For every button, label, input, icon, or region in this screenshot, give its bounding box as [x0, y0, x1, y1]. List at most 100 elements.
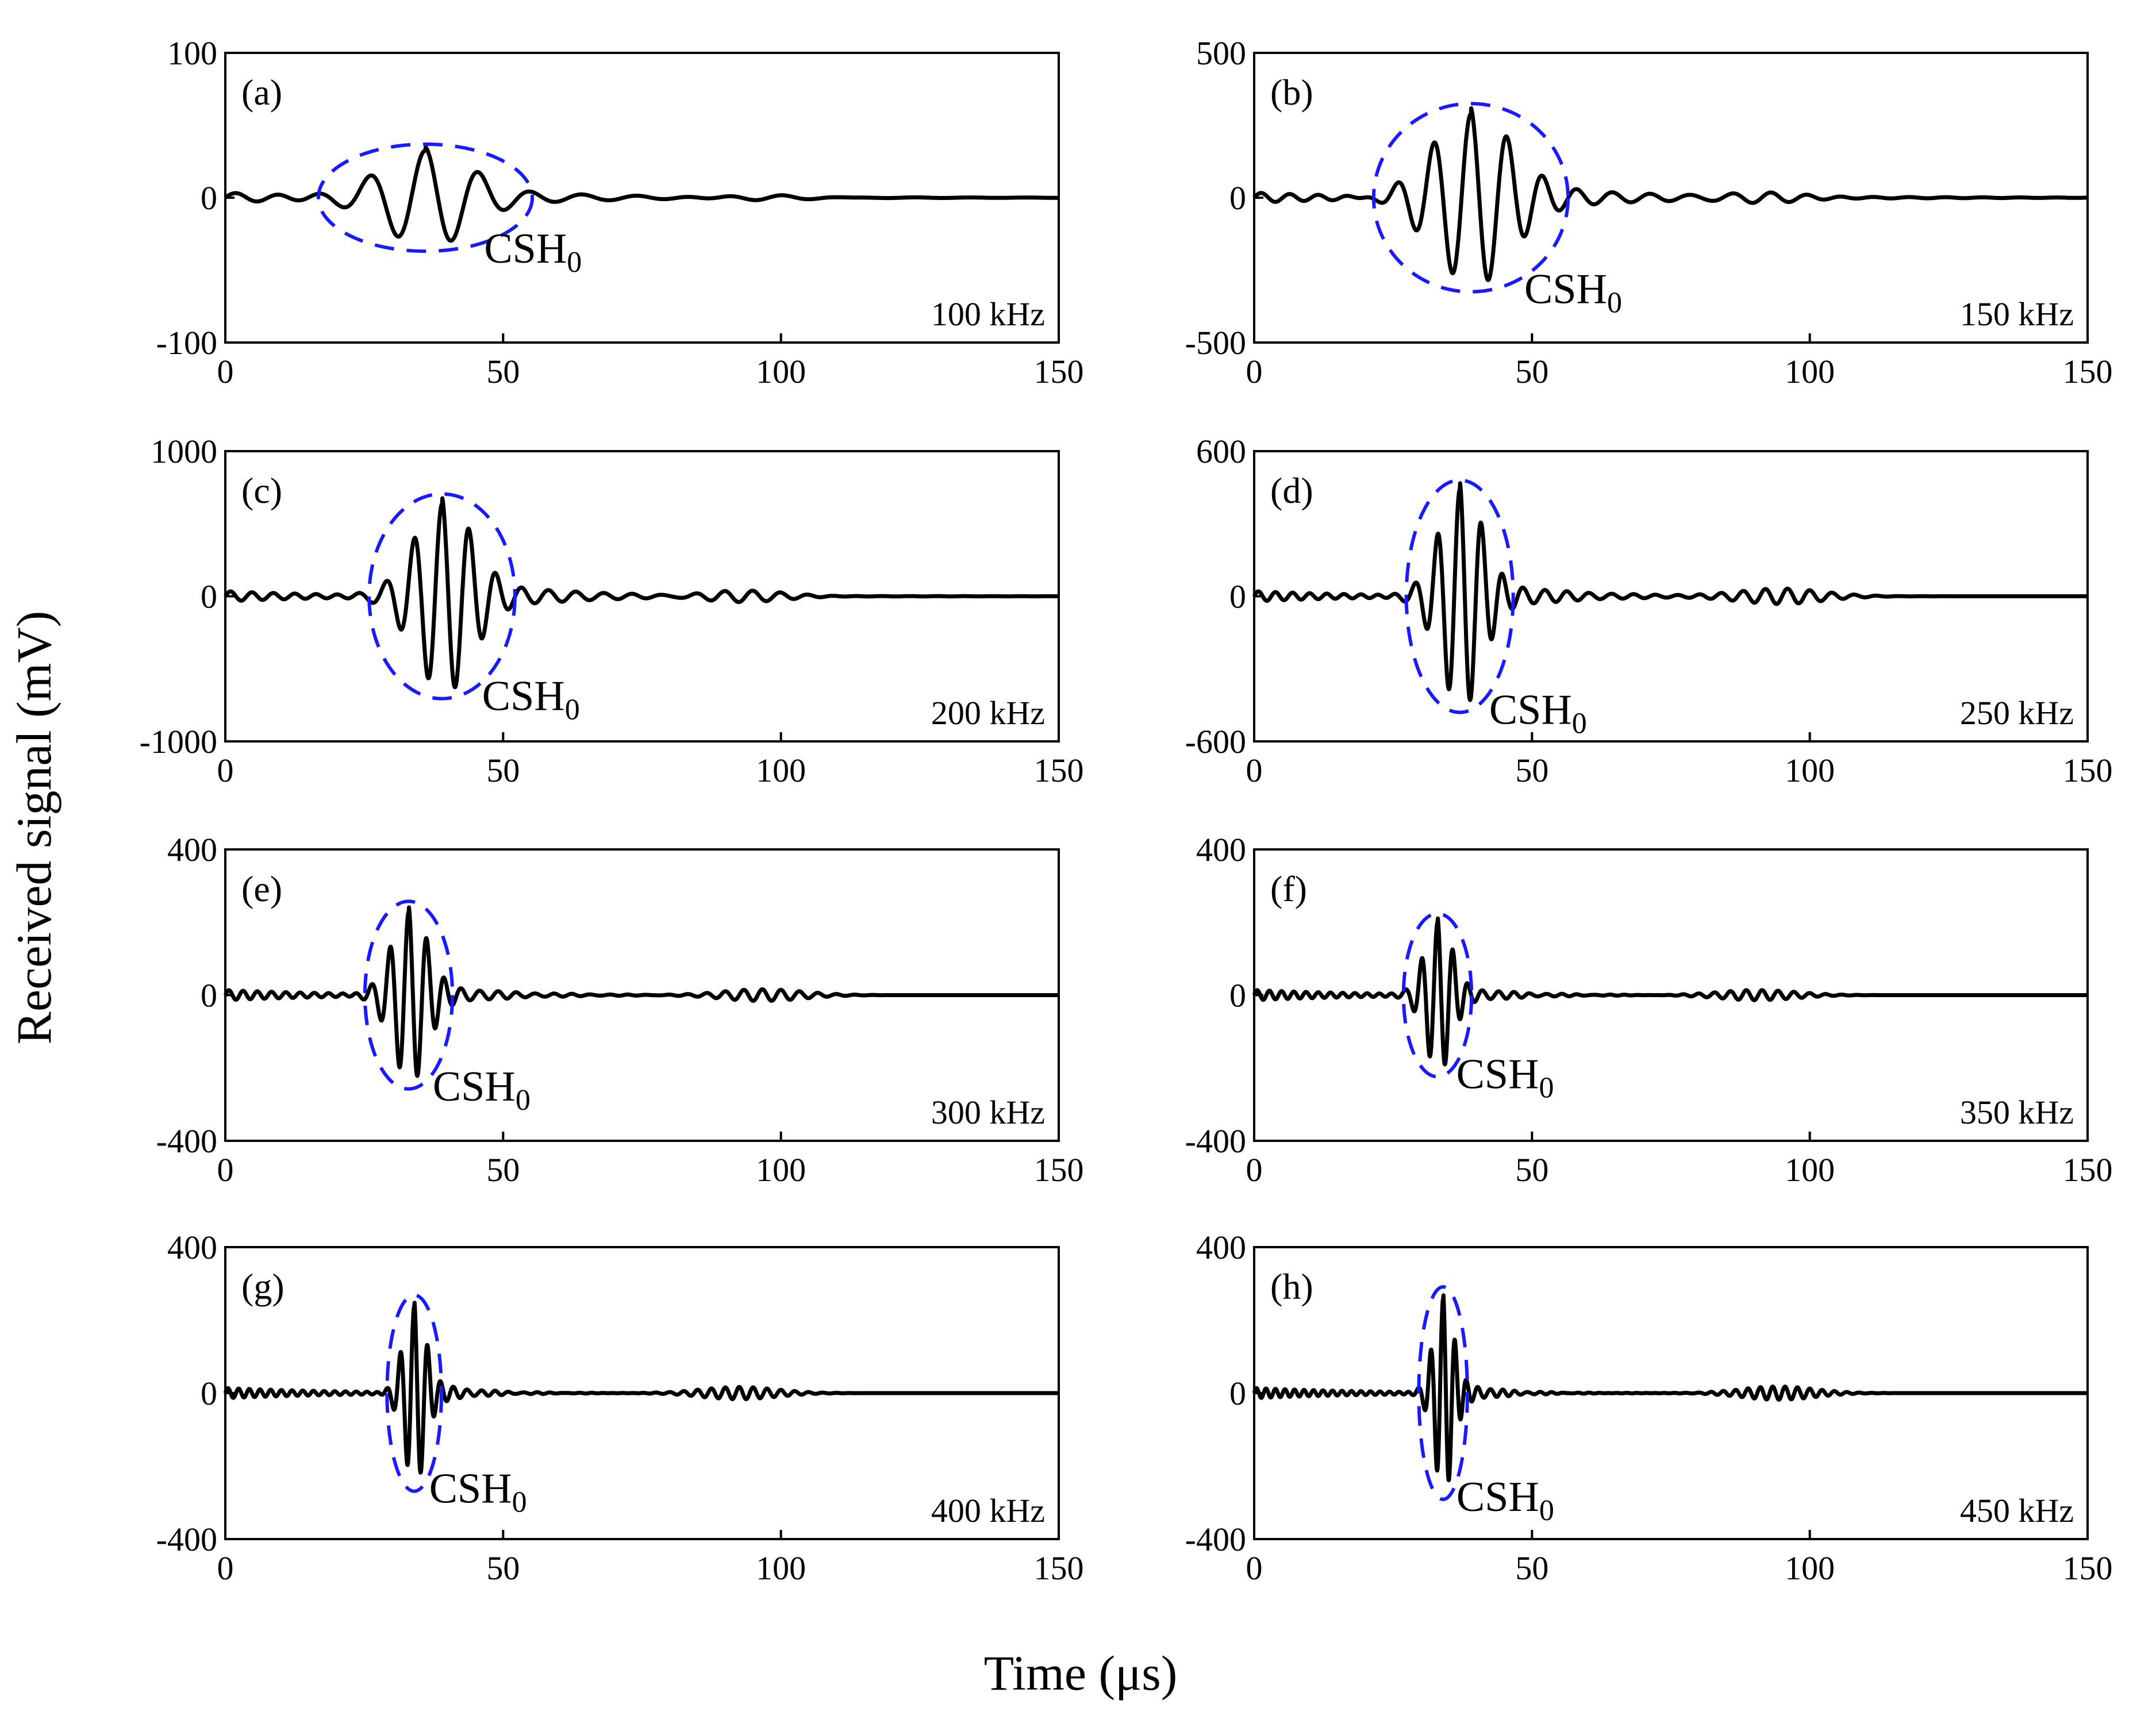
- x-tick-label: 150: [2063, 353, 2113, 390]
- x-tick-label: 50: [486, 1549, 520, 1587]
- mode-label: CSH0: [484, 225, 582, 279]
- frequency-label: 100 kHz: [931, 295, 1045, 333]
- mode-ellipse: [1417, 1285, 1469, 1501]
- y-tick-label: 0: [1229, 578, 1246, 616]
- signal-line: [224, 145, 1060, 243]
- mode-ellipse: [1371, 102, 1570, 294]
- y-tick-label: 0: [1229, 977, 1246, 1014]
- x-tick-label: 50: [1515, 1549, 1548, 1587]
- mode-label: CSH0: [1489, 687, 1587, 740]
- x-tick-label: 0: [1246, 752, 1263, 789]
- frequency-label: 300 kHz: [931, 1094, 1045, 1131]
- y-tick-label: 0: [1229, 1375, 1246, 1412]
- frequency-label: 200 kHz: [931, 694, 1045, 732]
- x-tick-label: 50: [486, 1151, 520, 1189]
- x-tick-label: 150: [2063, 1549, 2113, 1587]
- y-tick-label: -500: [1185, 324, 1246, 361]
- panel-tag: (h): [1270, 1266, 1313, 1307]
- y-tick-label: 600: [1196, 433, 1246, 470]
- x-tick-label: 50: [1515, 1151, 1548, 1189]
- mode-label: CSH0: [429, 1466, 527, 1519]
- y-tick-label: -100: [156, 324, 217, 361]
- mode-label: CSH0: [482, 673, 580, 726]
- mode-ellipse: [1401, 912, 1474, 1079]
- y-tick-label: -400: [156, 1521, 217, 1558]
- x-axis-title: Time (μs): [984, 1645, 1178, 1701]
- mode-label: CSH0: [1456, 1051, 1554, 1104]
- y-tick-label: 0: [201, 1375, 217, 1412]
- x-tick-label: 50: [486, 353, 520, 390]
- y-tick-label: -600: [1185, 723, 1246, 760]
- x-tick-label: 150: [1034, 1549, 1084, 1587]
- y-tick-label: 1000: [151, 433, 217, 470]
- y-tick-label: 500: [1196, 34, 1246, 72]
- signal-line: [1252, 106, 2089, 282]
- x-tick-label: 0: [1246, 1151, 1263, 1189]
- x-tick-label: 150: [1034, 353, 1084, 390]
- y-tick-label: -400: [156, 1122, 217, 1160]
- signal-line: [223, 905, 1060, 1078]
- x-tick-label: 0: [217, 752, 234, 789]
- panel-tag: (g): [241, 1266, 285, 1307]
- x-tick-label: 50: [1515, 353, 1548, 390]
- panel-tag: (e): [241, 868, 282, 909]
- y-tick-label: 0: [201, 179, 217, 217]
- signal-line: [1252, 1293, 2089, 1482]
- mode-ellipse: [367, 492, 517, 701]
- x-tick-label: 100: [756, 1549, 806, 1587]
- panel-tag: (a): [241, 72, 282, 113]
- x-tick-label: 0: [217, 1151, 234, 1189]
- mode-label: CSH0: [1524, 266, 1622, 320]
- x-tick-label: 100: [1785, 752, 1835, 789]
- x-tick-label: 100: [1785, 353, 1835, 390]
- x-tick-label: 150: [1034, 752, 1084, 789]
- x-tick-label: 0: [1246, 1549, 1263, 1587]
- y-tick-label: 0: [1229, 179, 1246, 217]
- y-tick-label: 400: [167, 831, 217, 868]
- y-tick-label: -400: [1185, 1122, 1246, 1160]
- mode-ellipse: [1404, 478, 1515, 714]
- x-tick-label: 100: [756, 353, 806, 390]
- frequency-label: 400 kHz: [931, 1492, 1045, 1529]
- x-tick-label: 150: [2063, 752, 2113, 789]
- x-tick-label: 0: [217, 1549, 234, 1587]
- panel-tag: (d): [1270, 470, 1313, 511]
- y-tick-label: -1000: [140, 723, 217, 760]
- x-tick-label: 100: [756, 752, 806, 789]
- mode-label: CSH0: [433, 1063, 531, 1117]
- frequency-label: 450 kHz: [1960, 1492, 2074, 1529]
- frequency-label: 150 kHz: [1960, 295, 2074, 333]
- x-tick-label: 150: [1034, 1151, 1084, 1189]
- y-tick-label: 400: [167, 1229, 217, 1266]
- mode-ellipse: [363, 899, 455, 1091]
- signal-line: [1252, 481, 2089, 702]
- y-axis-title: Received signal (mV): [6, 611, 62, 1045]
- signal-line: [224, 496, 1060, 690]
- x-tick-label: 150: [2063, 1151, 2113, 1189]
- y-tick-label: -400: [1185, 1521, 1246, 1558]
- signal-line: [223, 1301, 1060, 1475]
- frequency-label: 350 kHz: [1960, 1094, 2074, 1131]
- mode-label: CSH0: [1456, 1474, 1554, 1527]
- y-tick-label: 400: [1196, 1229, 1246, 1266]
- frequency-label: 250 kHz: [1960, 694, 2074, 732]
- x-tick-label: 100: [756, 1151, 806, 1189]
- mode-ellipse: [385, 1293, 444, 1493]
- y-tick-label: 0: [201, 578, 217, 616]
- y-tick-label: 400: [1196, 831, 1246, 868]
- mode-ellipse: [316, 142, 535, 253]
- x-tick-label: 100: [1785, 1549, 1835, 1587]
- y-tick-label: 100: [167, 34, 217, 72]
- x-tick-label: 50: [1515, 752, 1548, 789]
- y-tick-label: 0: [201, 977, 217, 1014]
- panel-tag: (b): [1270, 72, 1313, 113]
- x-tick-label: 50: [486, 752, 520, 789]
- panel-tag: (c): [241, 470, 282, 511]
